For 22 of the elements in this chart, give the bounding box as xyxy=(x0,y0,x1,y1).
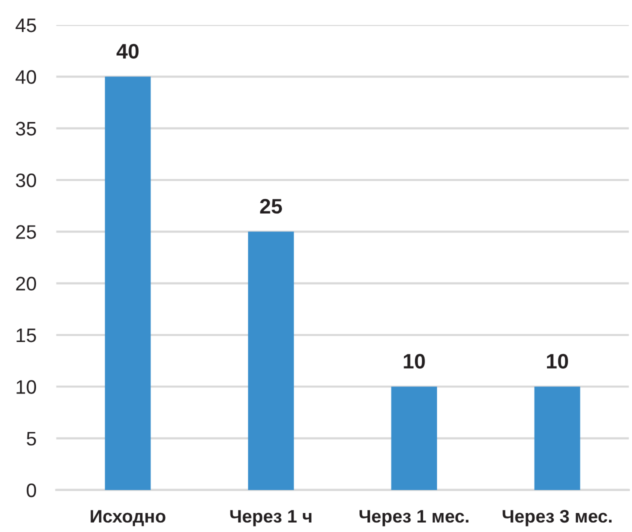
y-tick-label: 20 xyxy=(16,276,36,291)
bar xyxy=(534,386,580,490)
bar xyxy=(391,386,438,490)
data-label: 40 xyxy=(116,44,139,59)
y-tick-label: 25 xyxy=(16,225,36,239)
x-tick-label: Через 3 мес. xyxy=(502,510,612,526)
x-tick-label: Через 1 мес. xyxy=(360,510,468,526)
bar xyxy=(104,76,151,490)
y-tick-label: 10 xyxy=(16,380,36,394)
y-tick-label: 40 xyxy=(16,70,36,84)
bar xyxy=(248,232,294,490)
y-tick-label: 30 xyxy=(16,173,36,188)
data-label: 10 xyxy=(404,354,425,369)
y-tick-label: 45 xyxy=(16,18,36,32)
y-tick-label: 0 xyxy=(26,483,36,498)
x-tick-label: Через 1 ч xyxy=(230,510,312,526)
y-tick-label: 15 xyxy=(16,328,36,342)
y-tick-label: 5 xyxy=(26,432,36,446)
x-tick-label: Исходно xyxy=(90,510,166,526)
y-tick-label: 35 xyxy=(16,122,36,136)
data-label: 25 xyxy=(260,198,282,214)
data-label: 10 xyxy=(546,354,568,369)
